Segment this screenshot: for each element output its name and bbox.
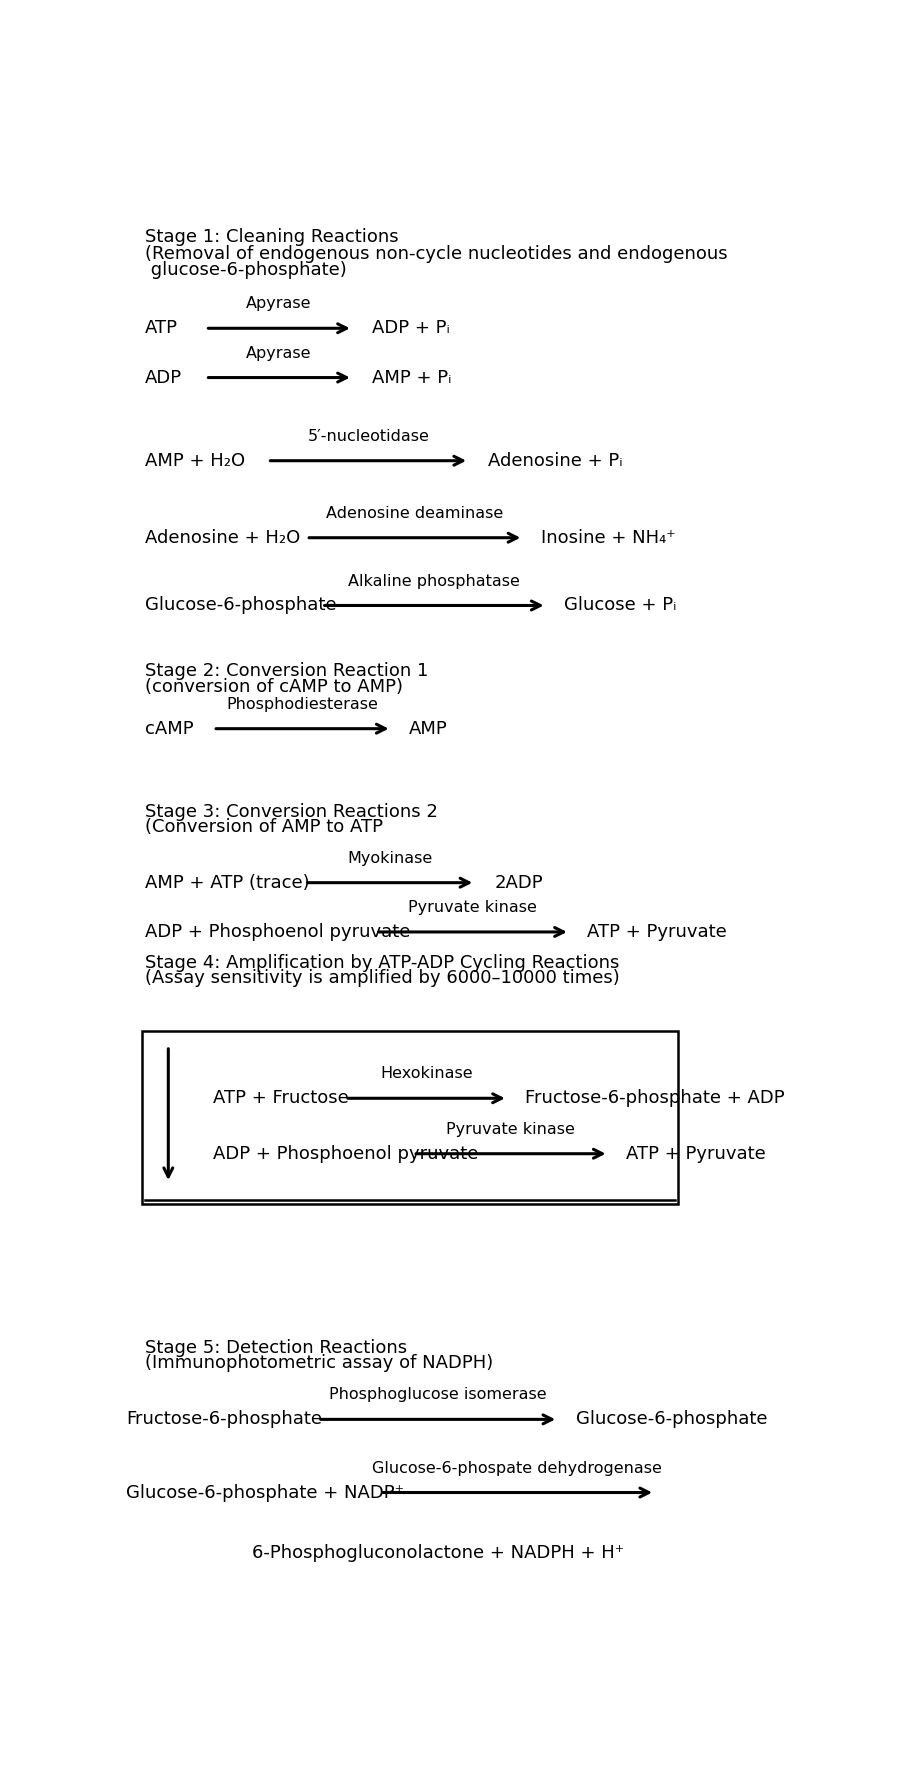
Text: Glucose-6-phosphate: Glucose-6-phosphate — [576, 1411, 767, 1429]
Bar — [142, 1031, 679, 1204]
Text: glucose-6-phosphate): glucose-6-phosphate) — [145, 261, 346, 279]
Text: Myokinase: Myokinase — [347, 850, 433, 866]
Text: ATP + Pyruvate: ATP + Pyruvate — [587, 923, 727, 941]
Text: Stage 1: Cleaning Reactions: Stage 1: Cleaning Reactions — [145, 229, 399, 246]
Text: (Conversion of AMP to ATP: (Conversion of AMP to ATP — [145, 818, 383, 836]
Text: Glucose-6-phospate dehydrogenase: Glucose-6-phospate dehydrogenase — [373, 1461, 662, 1475]
Text: ADP + Phosphoenol pyruvate: ADP + Phosphoenol pyruvate — [213, 1145, 479, 1163]
Text: Alkaline phosphatase: Alkaline phosphatase — [348, 573, 520, 589]
Text: (Immunophotometric assay of NADPH): (Immunophotometric assay of NADPH) — [145, 1354, 493, 1372]
Text: ADP + Phosphoenol pyruvate: ADP + Phosphoenol pyruvate — [145, 923, 410, 941]
Text: Hexokinase: Hexokinase — [380, 1066, 473, 1081]
Text: 2ADP: 2ADP — [494, 873, 543, 891]
Text: Inosine + NH₄⁺: Inosine + NH₄⁺ — [541, 529, 675, 547]
Text: ADP + Pᵢ: ADP + Pᵢ — [372, 320, 450, 338]
Text: Stage 3: Conversion Reactions 2: Stage 3: Conversion Reactions 2 — [145, 802, 438, 820]
Text: (conversion of cAMP to AMP): (conversion of cAMP to AMP) — [145, 679, 403, 697]
Text: Pyruvate kinase: Pyruvate kinase — [409, 900, 537, 914]
Text: ATP: ATP — [145, 320, 178, 338]
Text: Glucose-6-phosphate: Glucose-6-phosphate — [145, 597, 337, 614]
Text: AMP + ATP (trace): AMP + ATP (trace) — [145, 873, 310, 891]
Text: Phosphodiesterase: Phosphodiesterase — [227, 697, 378, 713]
Text: Stage 5: Detection Reactions: Stage 5: Detection Reactions — [145, 1338, 407, 1357]
Text: Adenosine + Pᵢ: Adenosine + Pᵢ — [488, 452, 623, 470]
Text: Pyruvate kinase: Pyruvate kinase — [446, 1122, 575, 1136]
Text: AMP + Pᵢ: AMP + Pᵢ — [372, 368, 451, 386]
Text: Phosphoglucose isomerase: Phosphoglucose isomerase — [329, 1388, 547, 1402]
Text: Fructose-6-phosphate: Fructose-6-phosphate — [126, 1411, 322, 1429]
Text: ATP + Fructose: ATP + Fructose — [213, 1089, 349, 1107]
Text: cAMP: cAMP — [145, 720, 194, 738]
Text: AMP + H₂O: AMP + H₂O — [145, 452, 245, 470]
Text: 6-Phosphogluconolactone + NADPH + H⁺: 6-Phosphogluconolactone + NADPH + H⁺ — [252, 1543, 624, 1561]
Text: Stage 4: Amplification by ATP-ADP Cycling Reactions: Stage 4: Amplification by ATP-ADP Cyclin… — [145, 954, 619, 972]
Text: ATP + Pyruvate: ATP + Pyruvate — [626, 1145, 766, 1163]
Text: AMP: AMP — [409, 720, 447, 738]
Text: 5′-nucleotidase: 5′-nucleotidase — [307, 429, 429, 443]
Text: ADP: ADP — [145, 368, 182, 386]
Text: Stage 2: Conversion Reaction 1: Stage 2: Conversion Reaction 1 — [145, 663, 428, 680]
Text: (Removal of endogenous non-cycle nucleotides and endogenous: (Removal of endogenous non-cycle nucleot… — [145, 245, 728, 263]
Text: Apyrase: Apyrase — [247, 296, 312, 311]
Text: (Assay sensitivity is amplified by 6000–10000 times): (Assay sensitivity is amplified by 6000–… — [145, 970, 620, 988]
Text: Glucose + Pᵢ: Glucose + Pᵢ — [564, 597, 677, 614]
Text: Adenosine deaminase: Adenosine deaminase — [326, 505, 503, 522]
Text: Adenosine + H₂O: Adenosine + H₂O — [145, 529, 301, 547]
Text: Glucose-6-phosphate + NADP⁺: Glucose-6-phosphate + NADP⁺ — [126, 1484, 404, 1502]
Text: Apyrase: Apyrase — [247, 346, 312, 361]
Text: Fructose-6-phosphate + ADP: Fructose-6-phosphate + ADP — [526, 1089, 785, 1107]
